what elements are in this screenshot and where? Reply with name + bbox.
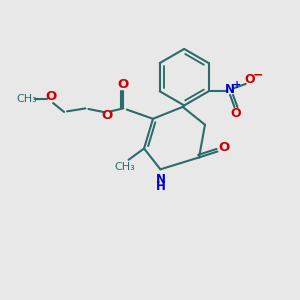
Text: O: O: [218, 141, 230, 154]
Text: H: H: [155, 180, 165, 193]
Text: O: O: [45, 90, 56, 103]
Text: N: N: [155, 172, 165, 186]
Text: O: O: [101, 109, 112, 122]
Text: CH₃: CH₃: [16, 94, 37, 104]
Text: O: O: [244, 73, 255, 86]
Text: O: O: [231, 107, 241, 120]
Text: O: O: [118, 77, 129, 91]
Text: −: −: [252, 68, 263, 82]
Text: +: +: [232, 80, 241, 90]
Text: CH₃: CH₃: [115, 162, 135, 172]
Text: N: N: [225, 83, 235, 96]
